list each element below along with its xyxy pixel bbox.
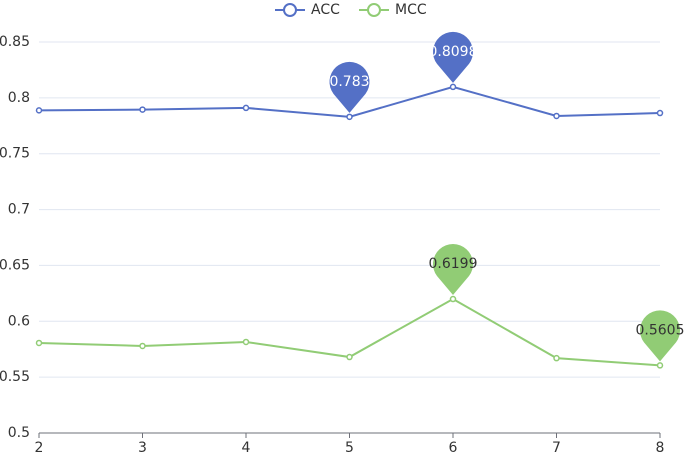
legend-label: MCC: [395, 2, 427, 18]
x-tick-label: 8: [656, 440, 665, 455]
mark-pin: [329, 61, 370, 113]
point: [242, 338, 250, 346]
point: [553, 112, 560, 120]
y-tick-label: 0.75: [0, 146, 30, 162]
point: [242, 104, 250, 112]
mark-label: 0.6199: [429, 256, 478, 272]
legend-icon: [367, 3, 381, 17]
y-tick-label: 0.7: [8, 202, 30, 218]
y-tick-label: 0.5: [8, 425, 30, 441]
x-tick-label: 3: [138, 440, 147, 455]
point: [656, 362, 664, 369]
y-tick-label: 0.8: [8, 90, 30, 106]
point: [346, 113, 353, 121]
y-tick-label: 0.6: [8, 313, 30, 329]
x-tick-label: 7: [552, 440, 561, 455]
point: [656, 109, 664, 117]
y-tick-label: 0.55: [0, 369, 30, 385]
point: [449, 83, 457, 91]
mark-pin: [640, 310, 680, 362]
point: [139, 342, 146, 350]
point: [139, 106, 146, 113]
x-tick-label: 5: [345, 440, 354, 455]
y-tick-label: 0.85: [0, 34, 30, 50]
point: [346, 353, 353, 361]
x-tick-label: 2: [35, 440, 44, 455]
mark-pin: [433, 244, 474, 296]
x-tick-label: 4: [242, 440, 251, 455]
point: [35, 339, 43, 347]
mark-label: 0.8098: [429, 44, 478, 60]
point: [449, 295, 457, 303]
point: [553, 354, 560, 362]
mark-label: 0.783: [329, 74, 369, 90]
mark-label: 0.5605: [636, 322, 685, 338]
legend-label: ACC: [311, 2, 340, 18]
y-tick-label: 0.65: [0, 257, 30, 273]
mark-pin: [433, 31, 474, 83]
x-tick-label: 6: [449, 440, 458, 455]
point: [35, 107, 43, 114]
legend-icon: [283, 3, 297, 17]
